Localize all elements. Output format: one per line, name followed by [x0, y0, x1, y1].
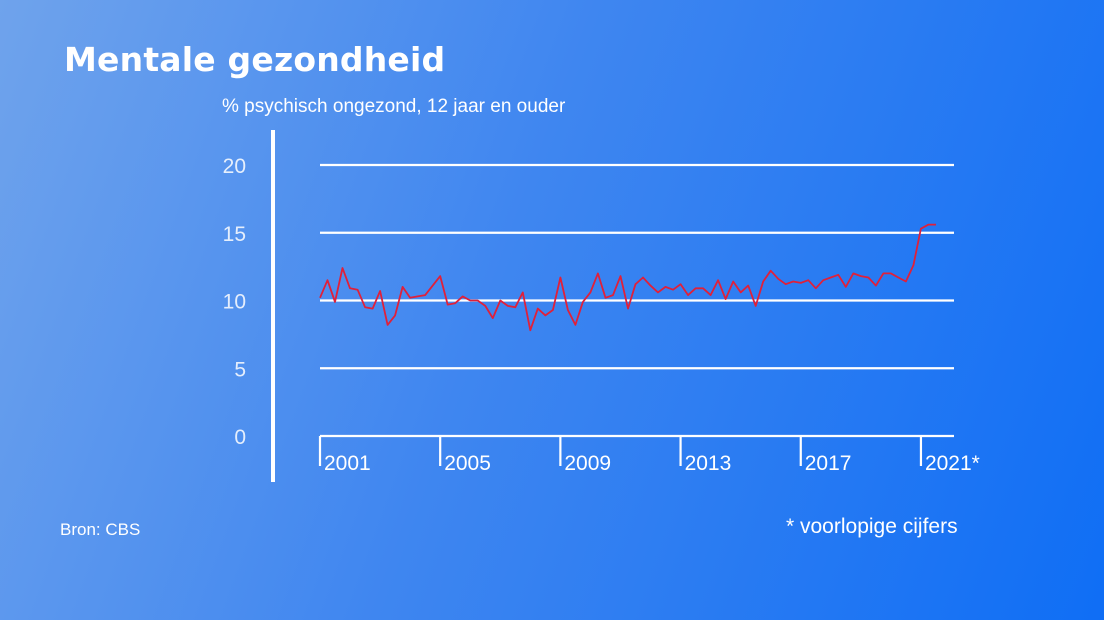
y-tick-label: 15 — [223, 223, 246, 246]
gridlines — [320, 163, 954, 438]
y-tick-label: 0 — [234, 426, 246, 449]
x-tick-label: 2001 — [324, 452, 371, 475]
x-axis-ticks: 2001 2005 2009 2013 2017 2021* — [318, 436, 980, 475]
series-line — [319, 223, 936, 332]
y-tick-label: 10 — [223, 291, 246, 314]
y-tick-label: 20 — [223, 155, 246, 178]
source-label: Bron: CBS — [60, 520, 141, 539]
x-tick-label: 2009 — [564, 452, 611, 475]
x-tick-label: 2005 — [444, 452, 491, 475]
y-axis-ticks: 0 5 10 15 20 — [223, 155, 246, 449]
footnote-label: * voorlopige cijfers — [786, 515, 958, 538]
x-tick-label: 2021* — [925, 452, 980, 475]
chart-title: Mentale gezondheid — [64, 40, 446, 79]
chart-subtitle: % psychisch ongezond, 12 jaar en ouder — [222, 96, 566, 117]
x-tick-label: 2013 — [685, 452, 732, 475]
y-tick-label: 5 — [234, 358, 246, 381]
x-tick-label: 2017 — [805, 452, 852, 475]
